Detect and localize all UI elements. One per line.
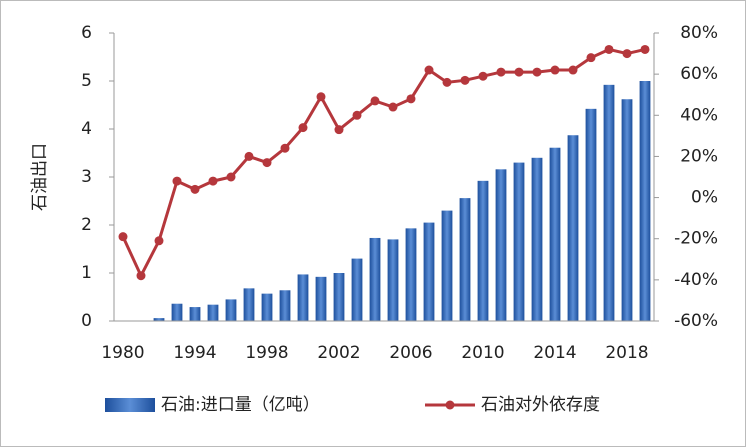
bar	[531, 157, 543, 321]
y-tick-label: 4	[81, 119, 92, 139]
line-marker	[478, 71, 488, 81]
bar	[279, 290, 291, 321]
y2-tick-label: 20%	[680, 146, 718, 166]
bar	[351, 258, 363, 321]
y2-tick-label: -60%	[674, 311, 718, 331]
x-tick-label: 2018	[605, 343, 648, 363]
bar	[153, 318, 165, 321]
line-marker	[568, 65, 578, 75]
y-tick-label: 1	[81, 263, 92, 283]
y-axis-title: 石油出口	[30, 143, 50, 211]
line-marker	[190, 184, 200, 194]
line-marker	[136, 271, 146, 281]
x-tick-label: 2010	[461, 343, 504, 363]
bar	[171, 303, 183, 321]
bar	[639, 81, 651, 321]
x-tick-label: 2006	[389, 343, 432, 363]
line-marker	[208, 176, 218, 186]
line-marker	[388, 102, 398, 112]
line-marker	[604, 44, 614, 54]
bar	[477, 180, 489, 321]
line-marker	[316, 92, 326, 102]
line-marker	[370, 96, 380, 106]
legend-label: 石油对外依存度	[481, 395, 600, 415]
line-marker	[550, 65, 560, 75]
y-tick-label: 2	[81, 215, 92, 235]
line-marker	[172, 176, 182, 186]
y-tick-label: 5	[81, 71, 92, 91]
bar	[513, 162, 525, 321]
line-marker	[460, 75, 470, 85]
y2-tick-label: -20%	[674, 229, 718, 249]
line-marker	[622, 49, 632, 59]
y-tick-label: 0	[81, 311, 92, 331]
legend-marker	[445, 400, 455, 410]
line-marker	[352, 110, 362, 120]
x-tick-label: 2002	[317, 343, 360, 363]
line-marker	[244, 151, 254, 161]
bar	[621, 99, 633, 322]
bar	[297, 274, 309, 321]
line-marker	[496, 67, 506, 77]
line-marker	[334, 125, 344, 135]
x-tick-label: 1980	[101, 343, 144, 363]
bar	[225, 299, 237, 321]
bar	[315, 276, 327, 321]
bar	[189, 307, 201, 321]
bar	[261, 293, 273, 321]
bar	[387, 239, 399, 321]
bar	[441, 210, 453, 321]
line-marker	[154, 236, 164, 246]
y2-tick-label: 60%	[680, 64, 718, 84]
y-tick-label: 3	[81, 167, 92, 187]
bar	[405, 228, 417, 321]
legend-swatch	[105, 398, 155, 412]
x-tick-label: 1998	[245, 343, 288, 363]
bar	[549, 147, 561, 321]
line-marker	[514, 67, 524, 77]
line-marker	[406, 94, 416, 104]
bar	[585, 108, 597, 321]
line-marker	[532, 67, 542, 77]
y2-tick-label: 40%	[680, 105, 718, 125]
bar	[243, 288, 255, 321]
line-marker	[586, 53, 596, 63]
bar	[369, 237, 381, 321]
line-marker	[226, 172, 236, 182]
line-marker	[640, 44, 650, 54]
bar	[333, 273, 345, 321]
bar	[603, 84, 615, 321]
line-marker	[262, 158, 272, 168]
x-tick-label: 1994	[173, 343, 216, 363]
bar	[459, 198, 471, 321]
line-marker	[118, 232, 128, 242]
y2-tick-label: 80%	[680, 23, 718, 43]
bar	[423, 222, 435, 321]
line-marker	[298, 123, 308, 133]
bar	[567, 135, 579, 321]
line-marker	[424, 65, 434, 75]
y-tick-label: 6	[81, 23, 92, 43]
bar	[495, 169, 507, 321]
bar	[207, 304, 219, 321]
legend-label: 石油:进口量（亿吨）	[161, 395, 320, 415]
y2-tick-label: -40%	[674, 270, 718, 290]
line-marker	[280, 143, 290, 153]
line-marker	[442, 77, 452, 87]
y2-tick-label: 0%	[691, 188, 718, 208]
x-tick-label: 2014	[533, 343, 576, 363]
